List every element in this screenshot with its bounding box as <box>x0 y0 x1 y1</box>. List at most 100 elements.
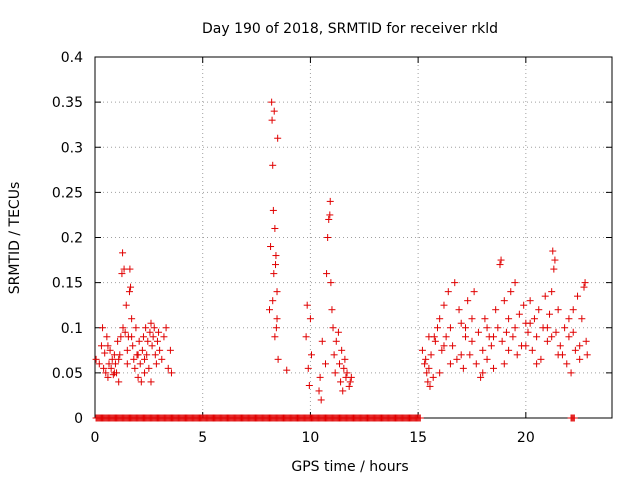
data-point <box>106 346 114 354</box>
data-point <box>513 351 521 359</box>
data-point <box>143 351 151 359</box>
data-point <box>115 378 123 386</box>
data-point <box>306 315 314 323</box>
data-point <box>483 324 491 332</box>
data-point <box>103 333 111 341</box>
data-point <box>125 288 133 296</box>
data-point <box>269 161 277 169</box>
y-tick-label: 0.05 <box>52 366 83 382</box>
data-point <box>345 382 353 390</box>
data-point <box>583 351 591 359</box>
data-point <box>520 301 528 309</box>
data-point <box>507 288 515 296</box>
data-point <box>457 351 465 359</box>
data-point <box>338 346 346 354</box>
data-point <box>552 328 560 336</box>
data-point <box>440 301 448 309</box>
data-point <box>580 283 588 291</box>
data-point <box>105 360 113 368</box>
data-point <box>423 369 431 377</box>
data-point <box>470 288 478 296</box>
data-point <box>160 333 168 341</box>
data-point <box>446 324 454 332</box>
data-point <box>108 355 116 363</box>
data-point <box>444 288 452 296</box>
data-point <box>449 342 457 350</box>
data-point <box>549 247 557 255</box>
data-point <box>574 292 582 300</box>
y-tick-label: 0.25 <box>52 185 83 201</box>
data-point <box>110 369 118 377</box>
data-point <box>535 306 543 314</box>
data-point <box>321 360 329 368</box>
data-point <box>141 355 149 363</box>
data-point <box>100 364 108 372</box>
data-point <box>304 364 312 372</box>
data-point <box>114 337 122 345</box>
data-point <box>326 211 334 219</box>
data-point <box>119 324 127 332</box>
data-point <box>153 337 161 345</box>
data-point <box>139 333 147 341</box>
data-point <box>416 414 424 422</box>
data-point <box>274 134 282 142</box>
y-tick-label: 0.3 <box>61 140 83 156</box>
data-point <box>421 360 429 368</box>
data-point <box>438 346 446 354</box>
data-point <box>107 364 115 372</box>
data-point <box>533 333 541 341</box>
data-point <box>325 215 333 223</box>
y-tick-label: 0 <box>74 411 83 427</box>
data-point <box>455 306 463 314</box>
x-axis-label: GPS time / hours <box>291 459 408 475</box>
y-axis-label: SRMTID / TECUs <box>7 182 23 295</box>
axis-ticks: 0 0.05 0.1 0.15 0.2 0.25 0.3 0.35 0.4 0 5 10 15 20 <box>52 50 612 446</box>
data-point <box>269 297 277 305</box>
data-point <box>122 301 130 309</box>
data-point <box>556 342 564 350</box>
data-point <box>92 355 100 363</box>
data-point <box>128 333 136 341</box>
y-tick-label: 0.4 <box>61 50 83 66</box>
data-point <box>571 346 579 354</box>
data-point <box>541 292 549 300</box>
data-point <box>451 279 459 287</box>
data-point <box>145 364 153 372</box>
data-point <box>528 346 536 354</box>
data-point <box>565 315 573 323</box>
data-point <box>472 360 480 368</box>
data-point <box>429 373 437 381</box>
data-point <box>341 355 349 363</box>
data-point <box>500 297 508 305</box>
data-point <box>436 369 444 377</box>
data-point <box>270 107 278 115</box>
data-point <box>146 328 154 336</box>
data-point <box>494 324 502 332</box>
data-point <box>457 319 465 327</box>
data-point <box>492 306 500 314</box>
data-point <box>511 324 519 332</box>
data-point <box>569 306 577 314</box>
data-point <box>524 328 532 336</box>
data-point <box>315 387 323 395</box>
data-point <box>118 270 126 278</box>
data-point <box>150 324 158 332</box>
data-point <box>543 337 551 345</box>
data-point <box>340 364 348 372</box>
data-point <box>307 351 315 359</box>
data-point <box>567 369 575 377</box>
data-point <box>151 351 159 359</box>
data-point <box>422 355 430 363</box>
data-point <box>505 315 513 323</box>
data-point <box>554 351 562 359</box>
data-point <box>515 310 523 318</box>
data-point <box>265 306 273 314</box>
data-point <box>127 283 135 291</box>
data-point <box>426 382 434 390</box>
data-point <box>270 270 278 278</box>
data-point <box>582 337 590 345</box>
data-point <box>487 342 495 350</box>
data-point <box>102 369 110 377</box>
data-point <box>576 342 584 350</box>
